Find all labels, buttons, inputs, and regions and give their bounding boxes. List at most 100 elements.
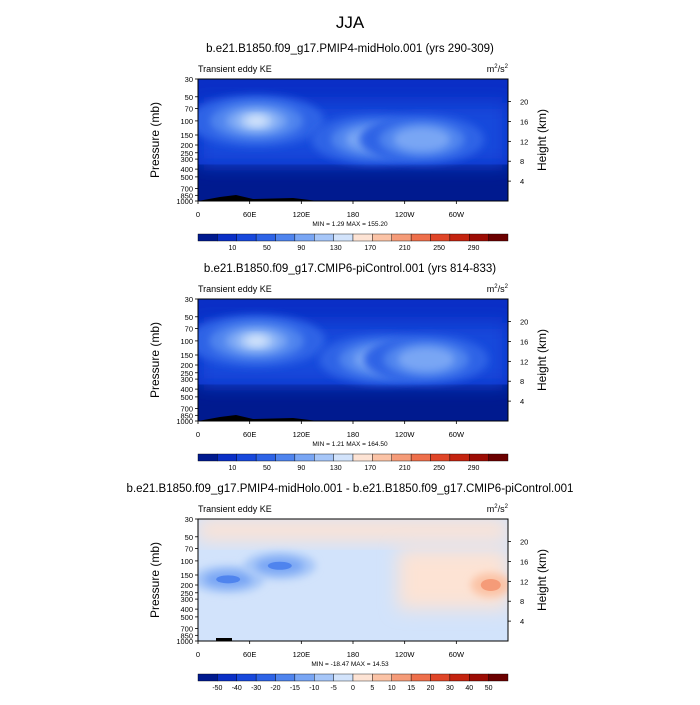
colorbar-box — [314, 673, 334, 682]
pressure-tick-label: 30 — [185, 295, 193, 304]
colorbar-box — [469, 233, 489, 242]
colorbar-label: 5 — [370, 685, 374, 692]
colorbar-box — [410, 673, 431, 682]
lon-tick-label: 60E — [243, 210, 256, 219]
units-label: m2/s2 — [487, 504, 509, 514]
pressure-tick-label: 50 — [185, 533, 193, 542]
colorbar-box — [275, 233, 296, 242]
ke-maximum-1 — [245, 115, 268, 127]
negative-anomaly-peak-2 — [267, 561, 292, 570]
pressure-tick-label: 200 — [180, 581, 193, 590]
colorbar-box — [372, 233, 392, 242]
height-tick-label: 20 — [520, 318, 528, 327]
colorbar-box — [314, 453, 334, 462]
pressure-tick-label: 150 — [180, 571, 193, 580]
colorbar-box — [275, 453, 296, 462]
lon-tick-label: 60E — [243, 430, 256, 439]
colorbar-box — [333, 673, 354, 682]
pressure-tick-label: 1000 — [176, 197, 193, 206]
colorbar-box — [430, 233, 451, 242]
colorbar-label: 250 — [433, 465, 445, 472]
colorbar-box — [217, 453, 237, 462]
pressure-tick-label: 850 — [180, 631, 193, 640]
height-tick-label: 12 — [520, 357, 528, 366]
colorbar-box — [488, 673, 509, 682]
height-tick-label: 20 — [520, 538, 528, 547]
colorbar-box — [197, 673, 218, 682]
topography — [198, 195, 318, 201]
colorbar-label: 90 — [297, 465, 305, 472]
height-tick-label: 16 — [520, 337, 528, 346]
pressure-tick-label: 200 — [180, 141, 193, 150]
height-tick-label: 4 — [520, 177, 524, 186]
colorbar-label: 170 — [364, 465, 376, 472]
pressure-tick-label: 70 — [185, 104, 193, 113]
colorbar-label: -30 — [251, 685, 261, 692]
lon-tick-label: 180 — [347, 430, 360, 439]
field-label: Transient eddy KE — [198, 284, 272, 294]
positive-anomaly-core-3 — [480, 579, 501, 592]
height-tick-label: 16 — [520, 117, 528, 126]
colorbar-label: 210 — [399, 465, 411, 472]
height-tick-label: 8 — [520, 377, 524, 386]
colorbar-label: 250 — [433, 245, 445, 252]
colorbar-label: -20 — [270, 685, 280, 692]
pressure-tick-label: 400 — [180, 385, 193, 394]
colorbar-box — [352, 453, 373, 462]
height-tick-label: 12 — [520, 137, 528, 146]
panel-3: b.e21.B1850.f09_g17.PMIP4-midHolo.001 - … — [127, 483, 574, 692]
units-label: m2/s2 — [487, 284, 509, 294]
pressure-tick-label: 850 — [180, 191, 193, 200]
colorbar-box — [255, 233, 276, 242]
colorbar-label: 10 — [229, 245, 237, 252]
pressure-tick-label: 200 — [180, 361, 193, 370]
colorbar-box — [236, 673, 257, 682]
colorbar-box — [410, 233, 431, 242]
lon-tick-label: 120W — [395, 650, 416, 659]
ke-maximum-3 — [393, 127, 451, 152]
colorbar-box — [449, 673, 470, 682]
lon-tick-label: 120E — [293, 210, 311, 219]
pressure-tick-label: 500 — [180, 613, 193, 622]
pressure-tick-label: 150 — [180, 131, 193, 140]
field-label: Transient eddy KE — [198, 504, 272, 514]
colorbar-label: 50 — [263, 465, 271, 472]
pressure-tick-label: 250 — [180, 589, 193, 598]
lon-tick-label: 180 — [347, 210, 360, 219]
height-tick-label: 20 — [520, 98, 528, 107]
min-max-stats: MIN = 1.29 MAX = 155.20 — [312, 221, 388, 228]
colorbar-label: -5 — [331, 685, 337, 692]
y-axis-label: Pressure (mb) — [148, 542, 162, 618]
height-tick-label: 8 — [520, 597, 524, 606]
pressure-tick-label: 70 — [185, 324, 193, 333]
y2-axis-label: Height (km) — [535, 109, 549, 171]
colorbar-box — [391, 453, 412, 462]
pressure-tick-label: 700 — [180, 185, 193, 194]
colorbar-label: -15 — [290, 685, 300, 692]
colorbar-box — [391, 673, 412, 682]
pressure-tick-label: 100 — [180, 557, 193, 566]
contour-field — [198, 519, 508, 641]
colorbar-box — [255, 673, 276, 682]
colorbar-box — [430, 453, 451, 462]
lon-tick-label: 120W — [395, 210, 416, 219]
colorbar-box — [217, 233, 237, 242]
lon-tick-label: 60W — [449, 210, 465, 219]
colorbar-box — [352, 673, 373, 682]
colorbar-box — [488, 233, 509, 242]
min-max-stats: MIN = -18.47 MAX = 14.53 — [311, 661, 389, 668]
colorbar-box — [255, 453, 276, 462]
panel-title: b.e21.B1850.f09_g17.PMIP4-midHolo.001 (y… — [206, 43, 494, 55]
lon-tick-label: 180 — [347, 650, 360, 659]
pressure-tick-label: 300 — [180, 375, 193, 384]
colorbar-box — [333, 453, 354, 462]
colorbar-box — [275, 673, 296, 682]
pressure-tick-label: 250 — [180, 149, 193, 158]
lon-tick-label: 60W — [449, 430, 465, 439]
pressure-tick-label: 30 — [185, 515, 193, 524]
ke-maximum-3 — [397, 347, 455, 372]
lon-tick-label: 60W — [449, 650, 465, 659]
pressure-tick-label: 1000 — [176, 417, 193, 426]
